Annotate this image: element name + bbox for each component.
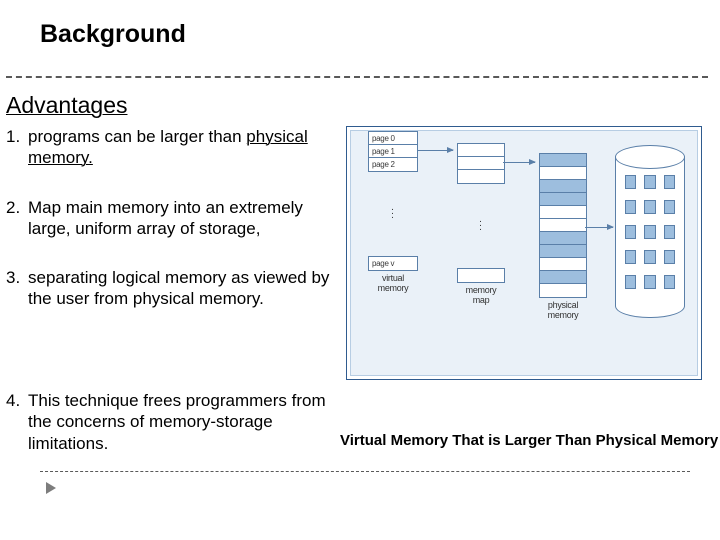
vm-page: page 2 bbox=[369, 158, 417, 171]
item-number: 1. bbox=[6, 126, 28, 169]
phys-frame bbox=[540, 167, 586, 180]
item-number: 4. bbox=[6, 390, 28, 454]
disk-page bbox=[625, 175, 636, 189]
item-text: separating logical memory as viewed by t… bbox=[28, 267, 336, 310]
slide-title: Background bbox=[40, 20, 186, 49]
phys-frames bbox=[539, 153, 587, 298]
cylinder-pages bbox=[625, 175, 675, 289]
phys-frame bbox=[540, 206, 586, 219]
map-cell bbox=[458, 170, 504, 183]
item-text: Map main memory into an extremely large,… bbox=[28, 197, 336, 240]
diagram-caption: Virtual Memory That is Larger Than Physi… bbox=[340, 432, 718, 449]
list-item: 2. Map main memory into an extremely lar… bbox=[6, 197, 336, 240]
item-text: programs can be larger than physical mem… bbox=[28, 126, 336, 169]
item-number: 3. bbox=[6, 267, 28, 310]
physical-memory-column: physical memory bbox=[537, 153, 589, 321]
vm-page-bottom: page v bbox=[368, 256, 418, 271]
divider-bottom bbox=[40, 471, 690, 472]
disk-page bbox=[664, 250, 675, 264]
memory-map-column: ··· memory map bbox=[455, 143, 507, 306]
vm-page: page 0 bbox=[369, 132, 417, 145]
phys-frame bbox=[540, 284, 586, 297]
disk-page bbox=[664, 225, 675, 239]
item-number: 2. bbox=[6, 197, 28, 240]
vm-diagram: page 0 page 1 page 2 ··· page v virtual … bbox=[346, 126, 702, 380]
disk-page bbox=[644, 250, 655, 264]
disk-page bbox=[644, 200, 655, 214]
item-text: This technique frees programmers from th… bbox=[28, 390, 336, 454]
disk-page bbox=[625, 200, 636, 214]
disk-page bbox=[625, 225, 636, 239]
phys-label: physical memory bbox=[548, 301, 579, 321]
disk-page bbox=[664, 200, 675, 214]
cyl-row bbox=[625, 175, 675, 189]
cyl-row bbox=[625, 200, 675, 214]
map-cell bbox=[458, 269, 504, 282]
vm-pages-top: page 0 page 1 page 2 bbox=[368, 131, 418, 172]
cyl-row bbox=[625, 225, 675, 239]
disk-page bbox=[664, 275, 675, 289]
diagram-panel: page 0 page 1 page 2 ··· page v virtual … bbox=[350, 130, 698, 376]
phys-frame bbox=[540, 245, 586, 258]
bullet-icon bbox=[46, 482, 56, 494]
list-item: 4. This technique frees programmers from… bbox=[6, 390, 336, 454]
arrow-icon bbox=[503, 162, 535, 163]
subtitle: Advantages bbox=[6, 92, 127, 119]
disk-page bbox=[644, 225, 655, 239]
vm-page: page v bbox=[369, 257, 417, 270]
phys-frame bbox=[540, 258, 586, 271]
phys-frame bbox=[540, 180, 586, 193]
map-cells-bottom bbox=[457, 268, 505, 283]
phys-frame bbox=[540, 219, 586, 232]
disk-page bbox=[664, 175, 675, 189]
map-cell bbox=[458, 144, 504, 157]
map-cells-top bbox=[457, 143, 505, 184]
advantages-list: 1. programs can be larger than physical … bbox=[6, 126, 336, 338]
vm-label: virtual memory bbox=[378, 274, 409, 294]
divider-top bbox=[6, 76, 708, 78]
phys-frame bbox=[540, 193, 586, 206]
ellipsis-icon: ··· bbox=[391, 208, 395, 220]
phys-frame bbox=[540, 271, 586, 284]
cyl-row bbox=[625, 250, 675, 264]
disk-cylinder bbox=[615, 145, 685, 318]
disk-page bbox=[625, 275, 636, 289]
cylinder-top bbox=[615, 145, 685, 169]
list-item: 1. programs can be larger than physical … bbox=[6, 126, 336, 169]
phys-frame bbox=[540, 154, 586, 167]
phys-frame bbox=[540, 232, 586, 245]
ellipsis-icon: ··· bbox=[479, 220, 483, 232]
arrow-icon bbox=[585, 227, 613, 228]
slide: Background Advantages 1. programs can be… bbox=[0, 0, 720, 540]
list-item: 3. separating logical memory as viewed b… bbox=[6, 267, 336, 310]
map-label: memory map bbox=[466, 286, 497, 306]
cylinder-body bbox=[615, 157, 685, 318]
cyl-row bbox=[625, 275, 675, 289]
map-cell bbox=[458, 157, 504, 170]
arrow-icon bbox=[417, 150, 453, 151]
disk-page bbox=[644, 175, 655, 189]
vm-page: page 1 bbox=[369, 145, 417, 158]
disk-page bbox=[625, 250, 636, 264]
disk-page bbox=[644, 275, 655, 289]
virtual-memory-column: page 0 page 1 page 2 ··· page v virtual … bbox=[365, 131, 421, 294]
